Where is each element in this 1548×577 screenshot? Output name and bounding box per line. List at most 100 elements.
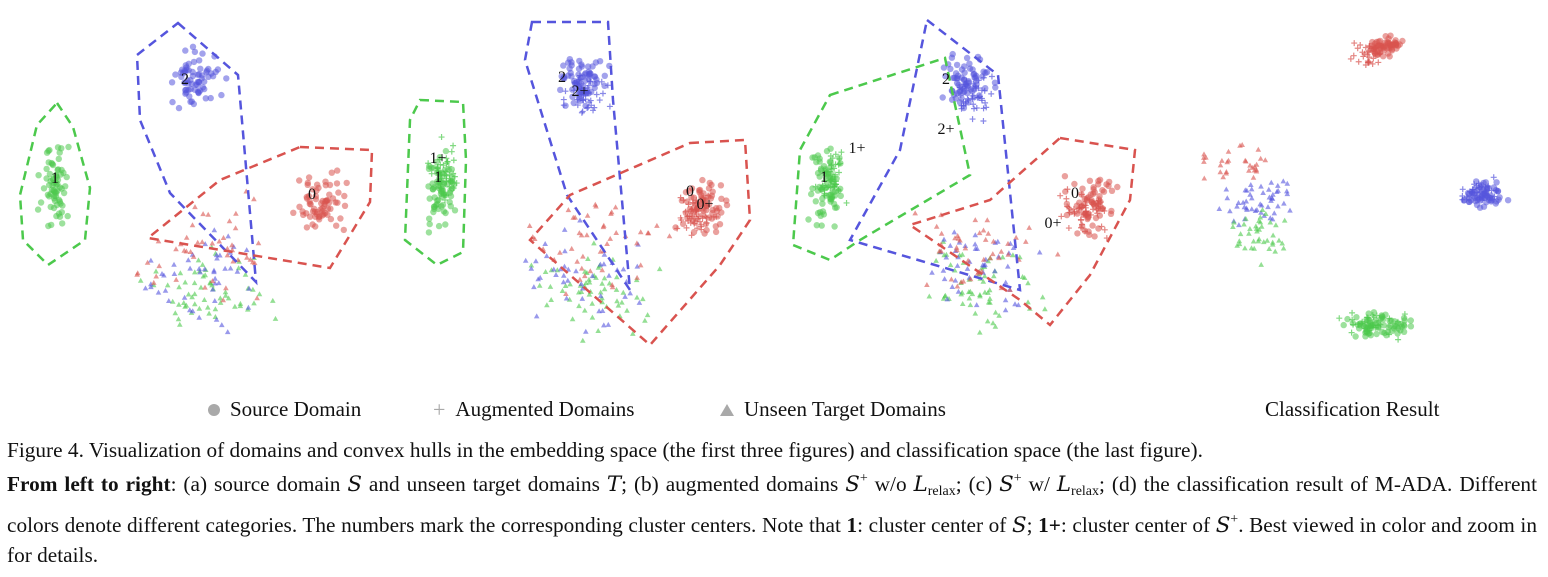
augmented-point bbox=[560, 96, 567, 103]
source-point bbox=[57, 200, 64, 207]
target-point bbox=[1266, 246, 1272, 251]
source-point bbox=[1081, 195, 1089, 203]
target-point bbox=[579, 285, 586, 291]
source-point bbox=[303, 210, 310, 217]
target-point bbox=[563, 291, 569, 296]
target-point bbox=[244, 254, 250, 260]
target-point bbox=[199, 261, 206, 267]
source-point bbox=[182, 47, 189, 54]
target-point bbox=[601, 286, 608, 292]
augmented-point bbox=[835, 187, 842, 194]
source-point bbox=[591, 73, 599, 80]
hull-red-a bbox=[145, 145, 374, 270]
target-point bbox=[954, 283, 961, 289]
source-point bbox=[54, 180, 61, 188]
target-point bbox=[1023, 238, 1029, 244]
target-point bbox=[232, 303, 238, 309]
augmented-point bbox=[1058, 213, 1065, 220]
augmented-point bbox=[1065, 225, 1072, 232]
augmented-point bbox=[434, 164, 441, 171]
target-point bbox=[1258, 202, 1265, 208]
source-point bbox=[961, 69, 968, 76]
target-point bbox=[951, 229, 958, 235]
target-point bbox=[1256, 236, 1262, 242]
target-point bbox=[175, 316, 182, 322]
source-point bbox=[431, 184, 438, 191]
target-point bbox=[217, 252, 223, 258]
target-point bbox=[1243, 158, 1249, 164]
target-point bbox=[1247, 226, 1253, 231]
augmented-point bbox=[1370, 322, 1377, 329]
target-point bbox=[943, 254, 950, 260]
target-point bbox=[225, 233, 231, 239]
target-point bbox=[1002, 307, 1009, 313]
source-point bbox=[46, 193, 53, 200]
source-point bbox=[341, 202, 349, 209]
augmented-point bbox=[1057, 192, 1064, 199]
target-point bbox=[182, 279, 188, 285]
target-point bbox=[645, 230, 651, 236]
source-point bbox=[1076, 199, 1083, 206]
target-point bbox=[1266, 194, 1273, 200]
target-point bbox=[1249, 164, 1256, 170]
source-point bbox=[1407, 323, 1415, 330]
target-point bbox=[957, 237, 963, 243]
augmented-point bbox=[604, 82, 611, 89]
legend-classification: Classification Result bbox=[1265, 397, 1439, 422]
source-point bbox=[431, 194, 438, 201]
source-point bbox=[191, 48, 199, 56]
target-point bbox=[192, 204, 198, 210]
target-point bbox=[990, 251, 996, 257]
target-point bbox=[624, 307, 630, 313]
source-point bbox=[949, 50, 956, 58]
source-point bbox=[1108, 207, 1115, 215]
source-point bbox=[196, 57, 203, 64]
target-point bbox=[1258, 209, 1264, 215]
source-point bbox=[1373, 330, 1380, 338]
target-point bbox=[587, 268, 594, 274]
target-point bbox=[1021, 275, 1028, 280]
source-point bbox=[426, 215, 433, 222]
target-point bbox=[976, 230, 983, 236]
target-point bbox=[192, 269, 198, 275]
target-point bbox=[996, 312, 1002, 318]
augmented-point bbox=[821, 177, 828, 184]
target-point bbox=[984, 217, 991, 223]
source-point bbox=[189, 68, 196, 76]
augmented-point bbox=[1373, 312, 1380, 319]
augmented-point bbox=[831, 181, 838, 188]
target-point bbox=[192, 301, 198, 307]
target-point bbox=[637, 229, 644, 235]
augmented-point bbox=[674, 225, 681, 232]
target-point bbox=[177, 321, 183, 327]
augmented-point bbox=[1098, 223, 1105, 230]
target-point bbox=[1237, 142, 1243, 148]
augmented-point bbox=[1094, 210, 1101, 217]
target-point bbox=[172, 310, 179, 316]
source-point bbox=[333, 180, 341, 187]
target-point bbox=[583, 328, 589, 334]
target-point bbox=[202, 272, 208, 278]
target-point bbox=[155, 238, 162, 244]
target-point bbox=[213, 316, 220, 322]
target-point bbox=[974, 270, 981, 276]
source-point bbox=[1388, 47, 1396, 54]
target-point bbox=[619, 299, 625, 305]
augmented-point bbox=[578, 109, 585, 116]
augmented-point bbox=[451, 173, 458, 180]
source-point bbox=[1103, 181, 1110, 188]
source-point bbox=[425, 229, 433, 236]
target-point bbox=[1042, 306, 1048, 312]
augmented-point bbox=[1475, 180, 1482, 187]
target-point bbox=[542, 269, 549, 274]
augmented-point bbox=[969, 92, 976, 99]
cluster-label: 0 bbox=[1071, 185, 1079, 202]
target-point bbox=[1251, 245, 1257, 251]
target-point bbox=[222, 265, 228, 271]
panel-b-hulls bbox=[403, 20, 752, 347]
source-point bbox=[290, 209, 297, 216]
source-point bbox=[223, 75, 230, 82]
target-point bbox=[191, 280, 198, 286]
target-point bbox=[962, 243, 969, 248]
